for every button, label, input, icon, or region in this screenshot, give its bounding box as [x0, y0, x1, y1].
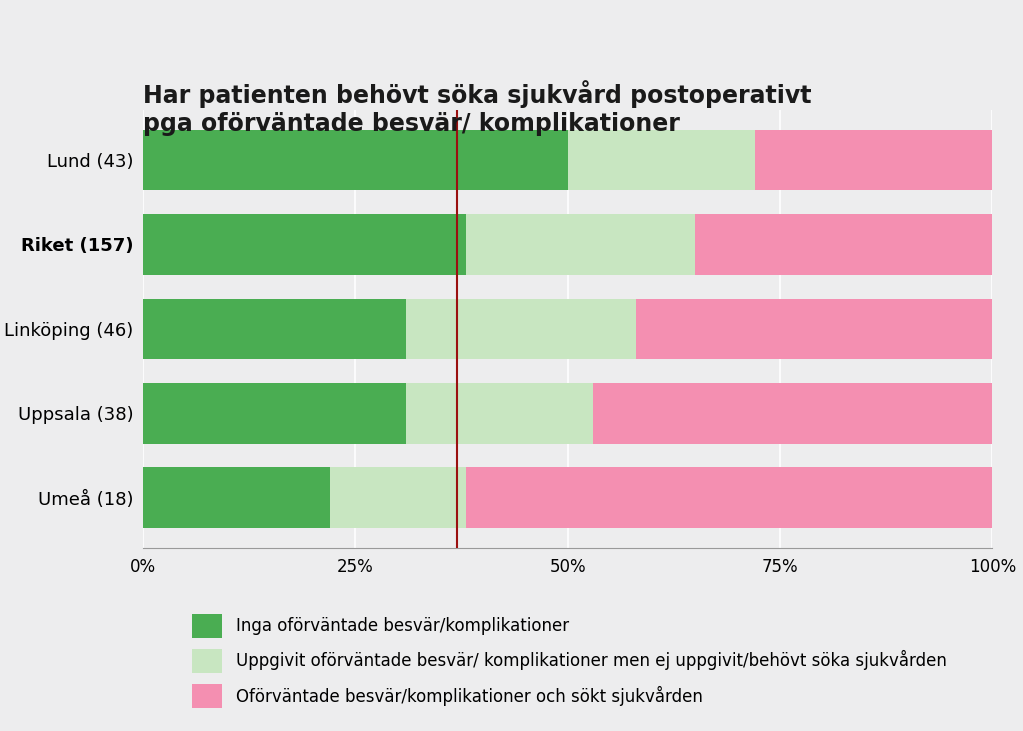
- Bar: [143, 383, 406, 444]
- Bar: [330, 468, 465, 529]
- Bar: [568, 129, 755, 190]
- Bar: [593, 383, 992, 444]
- Legend: Inga oförväntade besvär/komplikationer, Uppgivit oförväntade besvär/ komplikatio: Inga oförväntade besvär/komplikationer, …: [192, 614, 946, 708]
- Text: Har patienten behövt söka sjukvård postoperativt
pga oförväntade besvär/ komplik: Har patienten behövt söka sjukvård posto…: [143, 80, 811, 136]
- Bar: [465, 468, 992, 529]
- Bar: [635, 298, 992, 360]
- Bar: [143, 298, 406, 360]
- Bar: [465, 214, 696, 275]
- Bar: [696, 214, 992, 275]
- Bar: [755, 129, 992, 190]
- Bar: [143, 129, 568, 190]
- Bar: [406, 298, 635, 360]
- Bar: [143, 214, 465, 275]
- Bar: [406, 383, 593, 444]
- Bar: [143, 468, 330, 529]
